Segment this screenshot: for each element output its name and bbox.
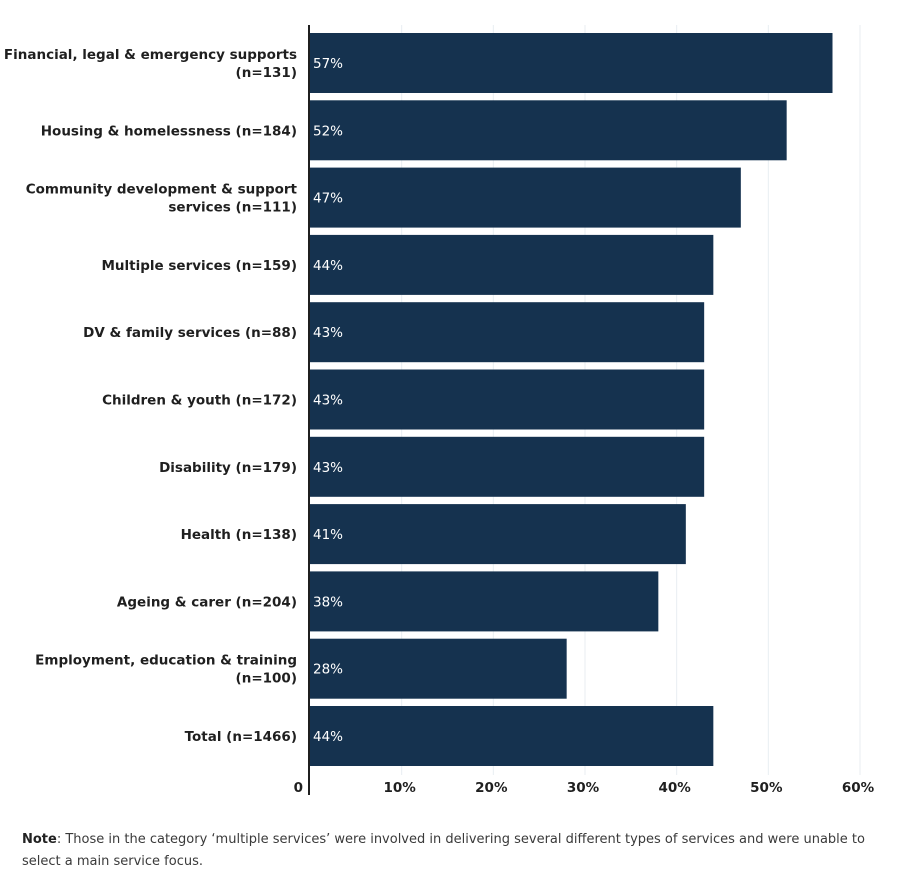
bar-value-label: 47% xyxy=(313,191,343,207)
chart-note: Note: Those in the category ‘multiple se… xyxy=(22,829,882,873)
bar xyxy=(310,369,705,430)
note-text: : Those in the category ‘multiple servic… xyxy=(22,832,865,869)
category-labels: Financial, legal & emergency supports (n=… xyxy=(4,47,298,745)
x-tick-label: 30% xyxy=(567,780,600,796)
bar-value-label: 38% xyxy=(313,594,343,610)
bar xyxy=(310,571,659,632)
category-label: Community development & support services … xyxy=(26,182,298,216)
category-label: DV & family services (n=88) xyxy=(83,325,297,341)
bar-value-label: 43% xyxy=(313,325,343,341)
bar-value-label: 41% xyxy=(313,527,343,543)
bar-value-label: 28% xyxy=(313,662,343,678)
bar xyxy=(310,436,705,497)
category-label: Multiple services (n=159) xyxy=(101,258,297,274)
category-label: Children & youth (n=172) xyxy=(102,393,297,409)
bar xyxy=(310,234,714,295)
bar xyxy=(310,638,567,699)
bar xyxy=(310,33,833,93)
category-label: Total (n=1466) xyxy=(185,729,297,745)
x-tick-label: 20% xyxy=(475,780,508,796)
category-label: Housing & homelessness (n=184) xyxy=(41,123,297,139)
bar-value-label: 57% xyxy=(313,56,343,72)
bar xyxy=(310,167,741,228)
bar xyxy=(310,706,714,766)
bar xyxy=(310,302,705,363)
bar-value-label: 44% xyxy=(313,258,343,274)
bar xyxy=(310,504,686,565)
bar-value-label: 44% xyxy=(313,729,343,745)
x-tick-label: 10% xyxy=(384,780,417,796)
bar-value-label: 43% xyxy=(313,460,343,476)
note-label: Note xyxy=(22,832,57,847)
bar xyxy=(310,100,787,161)
x-tick-label: 0 xyxy=(294,780,303,796)
x-axis-ticks: 0 10% 20% 30% 40% 50% 60% xyxy=(294,780,875,796)
category-label: Financial, legal & emergency supports (n=… xyxy=(4,47,297,81)
category-label: Health (n=138) xyxy=(181,527,297,543)
category-label: Disability (n=179) xyxy=(159,460,297,476)
x-tick-label: 50% xyxy=(750,780,783,796)
category-label: Ageing & carer (n=204) xyxy=(117,594,297,610)
bar-chart: 57% 52% 47% 44% 43% 43% 43% 41% 38% 28% 44% Financ… xyxy=(4,25,875,796)
x-tick-label: 40% xyxy=(659,780,692,796)
bar-value-label: 43% xyxy=(313,393,343,409)
bar-value-label: 52% xyxy=(313,123,343,139)
x-tick-label: 60% xyxy=(842,780,875,796)
bars: 57% 52% 47% 44% 43% 43% 43% 41% 38% 28% 44% xyxy=(310,33,833,766)
category-label: Employment, education & training (n=100) xyxy=(35,653,297,687)
